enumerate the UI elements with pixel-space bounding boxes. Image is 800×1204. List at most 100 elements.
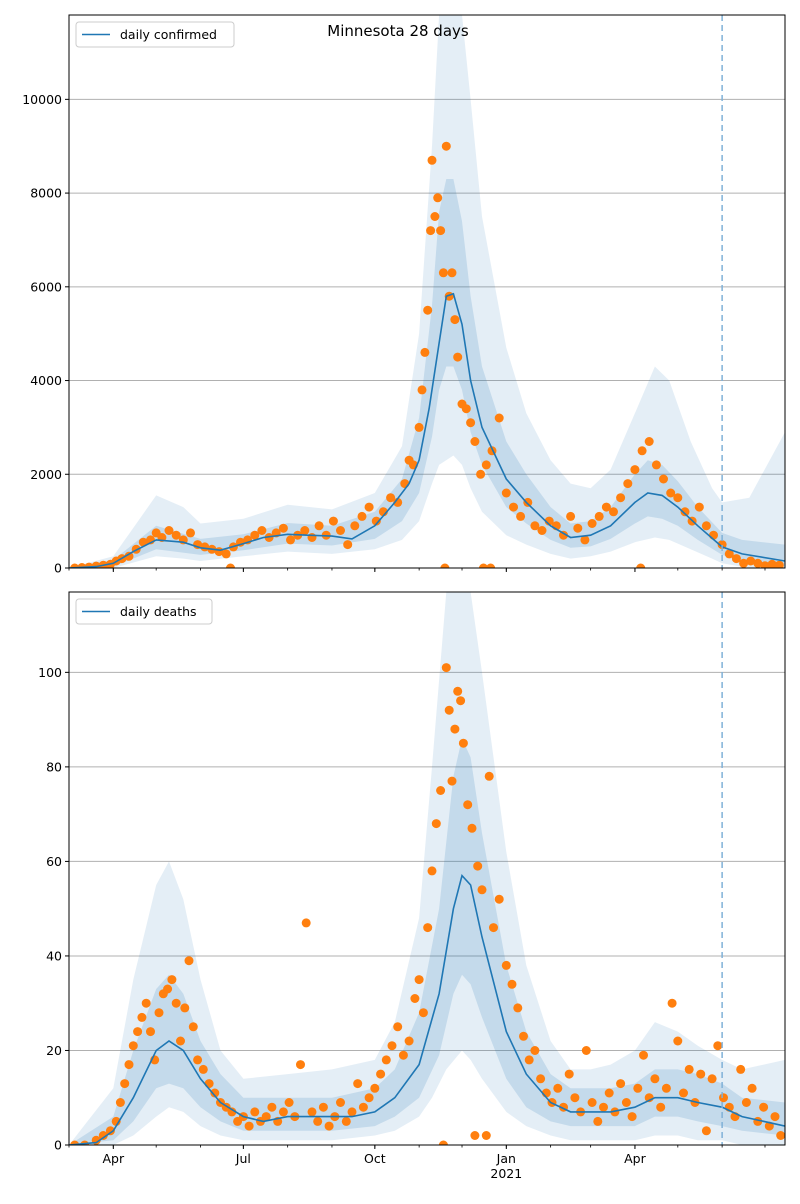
data-point <box>286 535 295 545</box>
data-point <box>537 526 547 535</box>
data-point <box>210 1088 220 1098</box>
data-point <box>98 1131 108 1140</box>
data-point <box>524 1055 534 1065</box>
y-tick-label: 8000 <box>30 186 62 201</box>
data-point <box>536 1074 546 1084</box>
data-point <box>461 404 471 414</box>
data-point <box>731 554 741 564</box>
data-point <box>513 1003 523 1013</box>
data-point <box>433 193 443 203</box>
data-point <box>180 1003 190 1013</box>
data-point <box>423 305 433 315</box>
data-point <box>146 1027 155 1037</box>
data-point <box>479 563 488 568</box>
data-point <box>438 268 448 278</box>
data-point <box>673 1036 683 1046</box>
data-point <box>581 1046 591 1055</box>
data-point <box>417 385 427 395</box>
data-point <box>453 686 463 696</box>
data-point <box>364 1093 374 1103</box>
data-point <box>115 1098 125 1107</box>
data-point <box>667 998 677 1008</box>
data-point <box>760 561 770 568</box>
data-point <box>463 800 473 810</box>
data-point <box>739 558 749 568</box>
data-point <box>507 979 517 989</box>
data-point <box>431 819 441 829</box>
data-point <box>644 437 654 446</box>
data-point <box>188 1022 198 1032</box>
data-point <box>105 1126 115 1136</box>
y-tick-label: 0 <box>54 561 62 576</box>
data-point <box>553 1083 563 1093</box>
data-point <box>679 1088 688 1098</box>
data-point <box>593 1116 603 1126</box>
data-point <box>300 526 310 535</box>
data-point <box>467 823 477 833</box>
data-point <box>753 558 763 568</box>
data-point <box>343 540 353 550</box>
data-point <box>509 502 518 512</box>
data-point <box>124 1060 134 1070</box>
data-point <box>673 493 683 503</box>
data-point <box>616 493 626 503</box>
data-point <box>701 1126 711 1136</box>
data-point <box>580 535 590 545</box>
data-point <box>736 1064 746 1074</box>
data-point <box>414 422 424 432</box>
data-point <box>694 502 704 512</box>
data-point <box>250 1107 260 1117</box>
data-point <box>307 1107 317 1117</box>
data-point <box>278 523 288 533</box>
data-point <box>684 1064 694 1074</box>
data-point <box>350 521 360 531</box>
data-point <box>494 894 504 904</box>
data-point <box>609 507 618 517</box>
data-point <box>193 1055 203 1065</box>
data-point <box>453 352 463 362</box>
y-tick-label: 10000 <box>22 92 62 107</box>
x-tick-label: Jan <box>496 1151 516 1166</box>
data-point <box>313 1116 323 1126</box>
data-point <box>427 866 437 876</box>
figure-title: Minnesota 28 days <box>327 22 469 40</box>
data-point <box>318 1102 328 1112</box>
data-point <box>414 975 424 985</box>
x-year-label: 2021 <box>490 1166 522 1181</box>
data-point <box>386 493 396 503</box>
data-point <box>481 460 491 470</box>
data-point <box>371 516 381 526</box>
data-point <box>476 469 486 479</box>
data-point <box>347 1107 357 1117</box>
data-point <box>423 923 433 933</box>
x-tick-label: Jul <box>235 1151 251 1166</box>
data-point <box>167 975 177 985</box>
data-point <box>519 1031 528 1041</box>
data-point <box>447 776 457 786</box>
data-point <box>137 1012 147 1022</box>
data-point <box>477 885 487 895</box>
data-point <box>564 1069 574 1079</box>
data-point <box>314 521 324 531</box>
inner-uncertainty-band <box>69 179 785 568</box>
data-point <box>501 960 511 970</box>
data-point <box>301 918 311 928</box>
plot-area <box>69 15 785 568</box>
data-point <box>387 1041 397 1051</box>
x-tick-label: Apr <box>624 1151 646 1166</box>
data-point <box>566 511 576 521</box>
data-point <box>358 1102 368 1112</box>
y-tick-label: 6000 <box>30 279 62 294</box>
data-point <box>604 1088 614 1098</box>
axes-frame <box>68 591 786 1146</box>
data-point <box>444 705 454 715</box>
data-point <box>357 511 367 521</box>
data-point <box>770 1112 780 1122</box>
data-point <box>650 1074 660 1084</box>
data-point <box>530 521 540 531</box>
data-point <box>741 1098 751 1107</box>
data-point <box>666 488 676 498</box>
data-point <box>307 533 317 542</box>
data-point <box>141 998 151 1008</box>
